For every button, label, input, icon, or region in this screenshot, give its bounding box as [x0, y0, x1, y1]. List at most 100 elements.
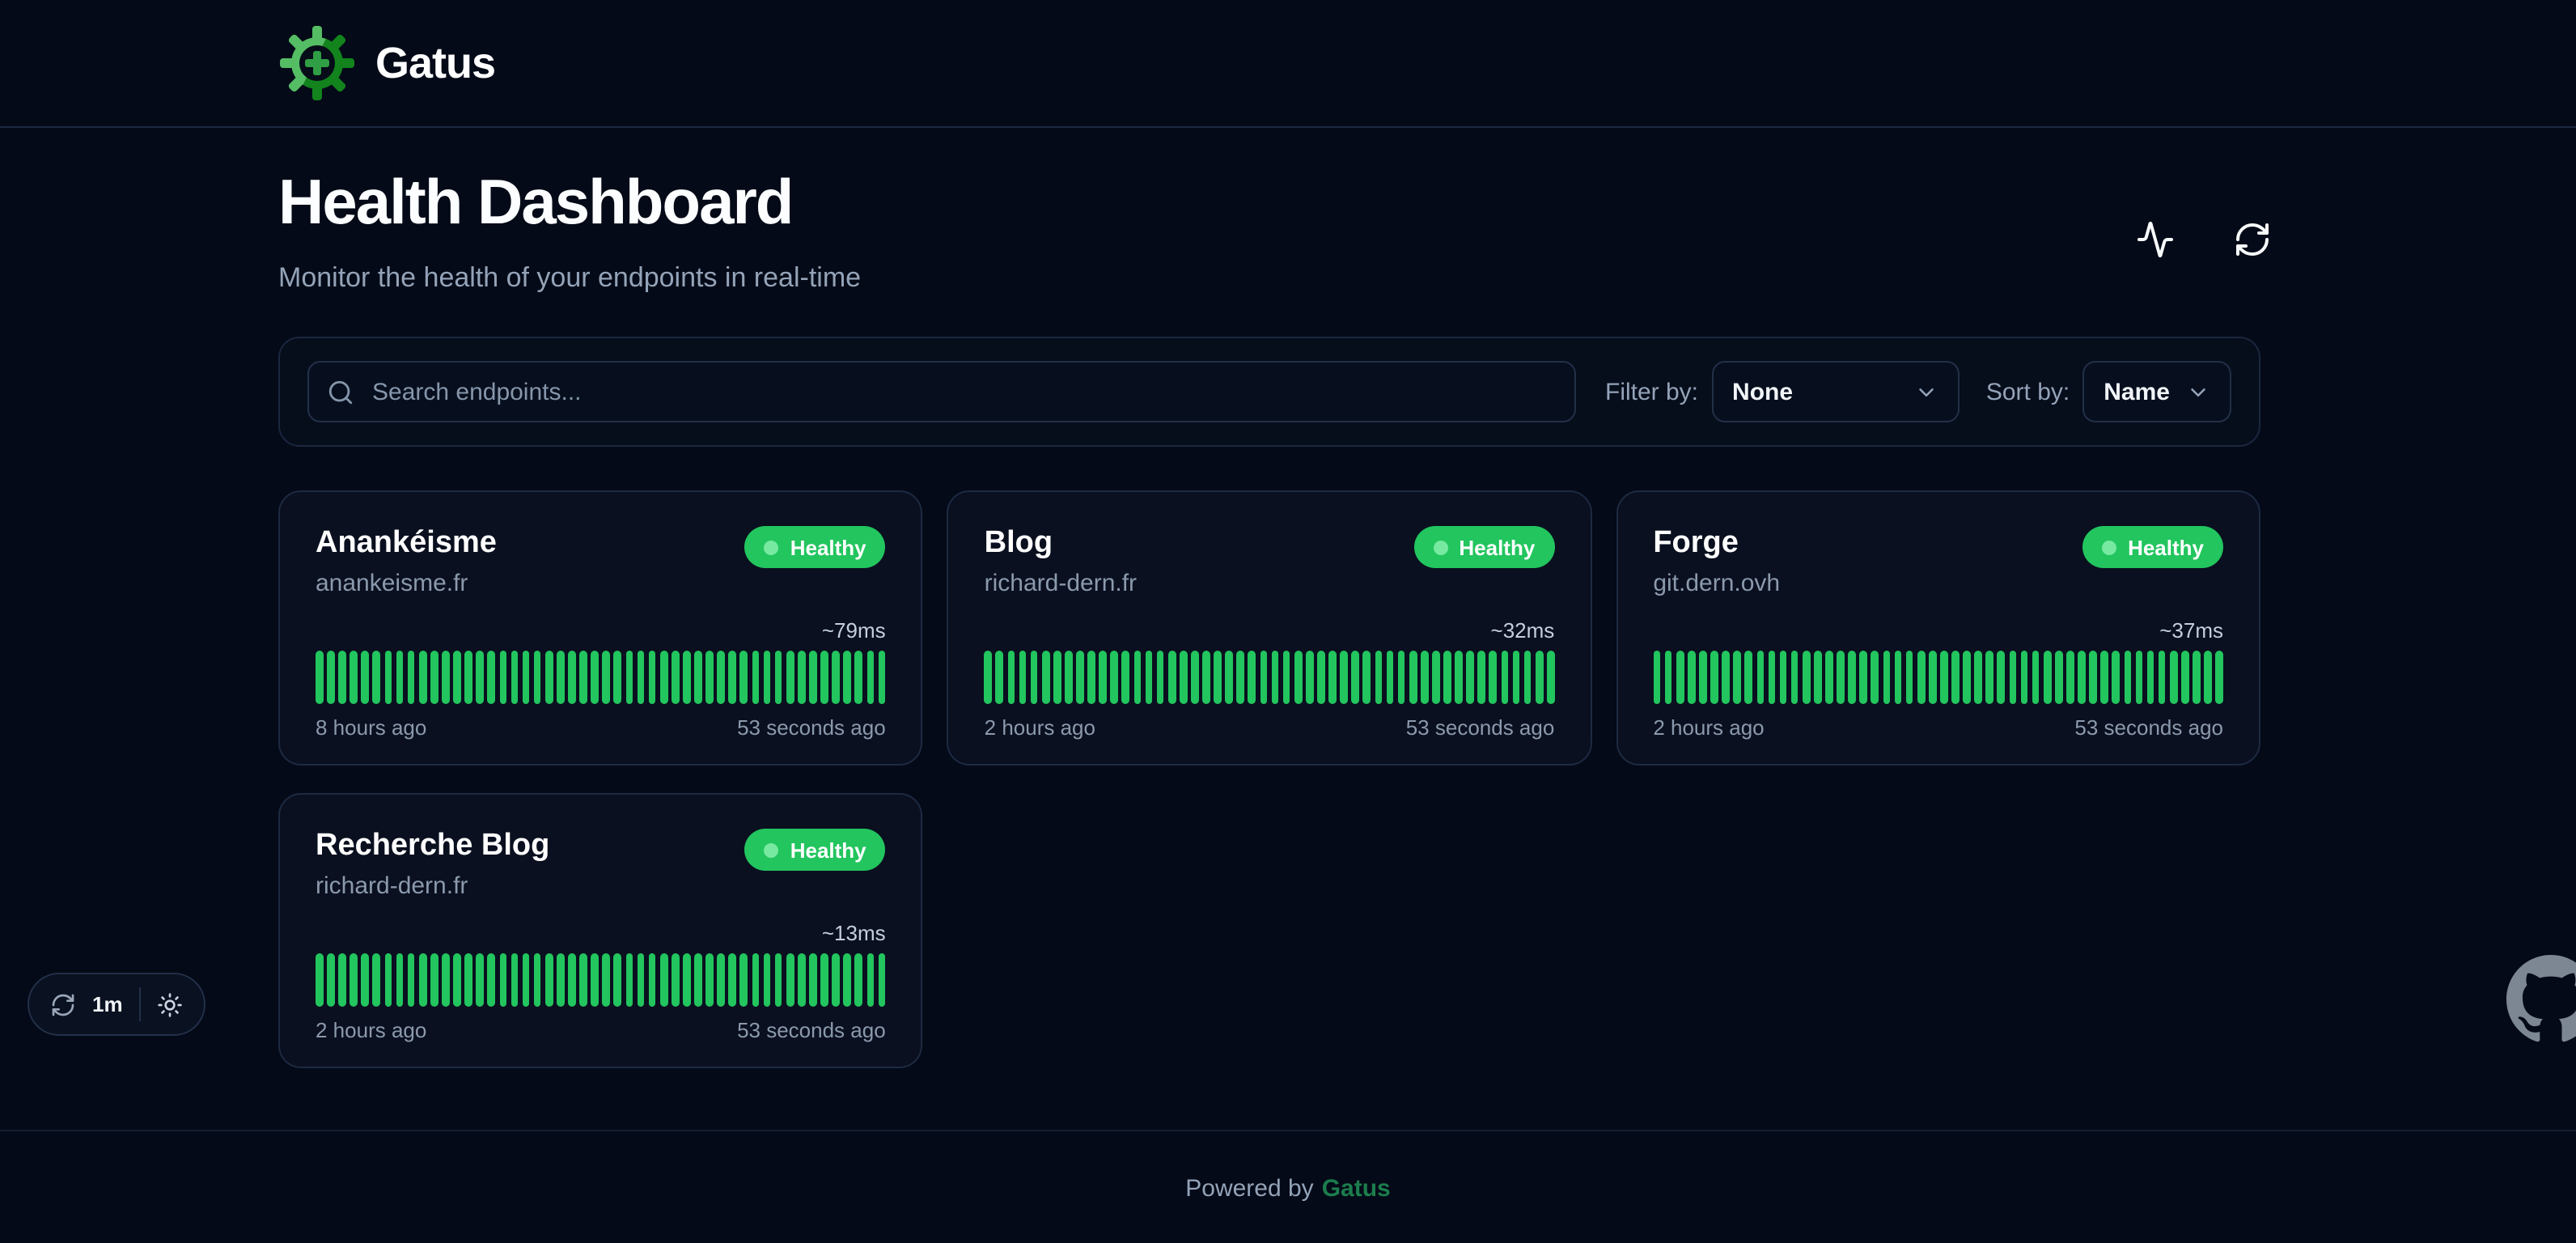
- uptime-bar[interactable]: [1963, 651, 1971, 704]
- uptime-bar[interactable]: [1294, 651, 1303, 704]
- uptime-bar[interactable]: [602, 953, 611, 1007]
- uptime-bar[interactable]: [2124, 651, 2132, 704]
- uptime-bar[interactable]: [1420, 651, 1429, 704]
- uptime-bar[interactable]: [2078, 651, 2086, 704]
- uptime-bar[interactable]: [591, 953, 599, 1007]
- uptime-bar[interactable]: [316, 651, 324, 704]
- uptime-bar[interactable]: [752, 953, 760, 1007]
- uptime-bar[interactable]: [464, 953, 472, 1007]
- uptime-bar[interactable]: [1523, 651, 1532, 704]
- uptime-bar[interactable]: [487, 651, 496, 704]
- uptime-bar[interactable]: [350, 651, 358, 704]
- uptime-bar[interactable]: [533, 953, 541, 1007]
- uptime-bar[interactable]: [774, 651, 782, 704]
- uptime-bar[interactable]: [854, 953, 863, 1007]
- brand[interactable]: Gatus: [278, 24, 496, 102]
- uptime-bar[interactable]: [625, 953, 633, 1007]
- endpoint-card[interactable]: Recherche Blog richard-dern.fr Healthy ~…: [278, 793, 923, 1068]
- endpoint-card[interactable]: Forge git.dern.ovh Healthy ~37ms 2 hours…: [1616, 490, 2260, 766]
- uptime-bar[interactable]: [1030, 651, 1038, 704]
- uptime-bar[interactable]: [1179, 651, 1188, 704]
- uptime-bar[interactable]: [613, 651, 622, 704]
- uptime-bar[interactable]: [1133, 651, 1142, 704]
- endpoint-card[interactable]: Blog richard-dern.fr Healthy ~32ms 2 hou…: [947, 490, 1592, 766]
- uptime-bar[interactable]: [705, 651, 714, 704]
- uptime-bar[interactable]: [407, 953, 415, 1007]
- uptime-bar[interactable]: [2043, 651, 2052, 704]
- search-input[interactable]: [369, 376, 1557, 407]
- uptime-bar[interactable]: [316, 953, 324, 1007]
- footer-gatus-link[interactable]: Gatus: [1321, 1174, 1391, 1202]
- uptime-bar[interactable]: [1271, 651, 1279, 704]
- uptime-bar[interactable]: [683, 953, 691, 1007]
- uptime-bar[interactable]: [1007, 651, 1015, 704]
- uptime-bar[interactable]: [372, 953, 381, 1007]
- uptime-bar[interactable]: [774, 953, 782, 1007]
- uptime-bar[interactable]: [1431, 651, 1440, 704]
- filter-dropdown[interactable]: None: [1711, 361, 1960, 422]
- uptime-bar[interactable]: [659, 651, 668, 704]
- uptime-bar[interactable]: [1121, 651, 1130, 704]
- uptime-bar[interactable]: [1940, 651, 1948, 704]
- uptime-bar[interactable]: [1676, 651, 1684, 704]
- uptime-bar[interactable]: [797, 651, 806, 704]
- uptime-bar[interactable]: [1664, 651, 1672, 704]
- uptime-bar[interactable]: [1340, 651, 1348, 704]
- uptime-bar[interactable]: [637, 651, 645, 704]
- uptime-bar[interactable]: [739, 651, 748, 704]
- uptime-bar[interactable]: [2158, 651, 2166, 704]
- uptime-bar[interactable]: [625, 651, 633, 704]
- uptime-bar[interactable]: [1535, 651, 1544, 704]
- uptime-bar[interactable]: [453, 651, 461, 704]
- uptime-bar[interactable]: [396, 953, 404, 1007]
- uptime-bar[interactable]: [1375, 651, 1383, 704]
- uptime-bar[interactable]: [1802, 651, 1811, 704]
- uptime-bar[interactable]: [361, 953, 370, 1007]
- uptime-bar[interactable]: [1455, 651, 1463, 704]
- uptime-bar[interactable]: [1974, 651, 1982, 704]
- uptime-bar[interactable]: [533, 651, 541, 704]
- uptime-bar[interactable]: [1214, 651, 1222, 704]
- uptime-bar[interactable]: [2135, 651, 2143, 704]
- uptime-bar[interactable]: [832, 651, 840, 704]
- uptime-bar[interactable]: [866, 953, 875, 1007]
- uptime-bar[interactable]: [1687, 651, 1696, 704]
- uptime-bar[interactable]: [511, 953, 519, 1007]
- uptime-bar[interactable]: [1225, 651, 1233, 704]
- uptime-bar[interactable]: [1779, 651, 1787, 704]
- uptime-bar[interactable]: [556, 651, 565, 704]
- uptime-bar[interactable]: [1248, 651, 1256, 704]
- uptime-bar[interactable]: [1305, 651, 1314, 704]
- uptime-bar[interactable]: [728, 953, 737, 1007]
- uptime-bar[interactable]: [396, 651, 404, 704]
- uptime-bar[interactable]: [464, 651, 472, 704]
- uptime-bar[interactable]: [1744, 651, 1753, 704]
- uptime-bar[interactable]: [1397, 651, 1405, 704]
- uptime-bar[interactable]: [1443, 651, 1451, 704]
- uptime-bar[interactable]: [579, 953, 587, 1007]
- uptime-bar[interactable]: [995, 651, 1004, 704]
- uptime-bar[interactable]: [2020, 651, 2028, 704]
- uptime-bar[interactable]: [1653, 651, 1661, 704]
- refresh-interval-button[interactable]: [50, 991, 76, 1017]
- uptime-bar[interactable]: [338, 953, 346, 1007]
- uptime-bar[interactable]: [739, 953, 748, 1007]
- uptime-bar[interactable]: [763, 953, 771, 1007]
- theme-toggle-button[interactable]: [157, 991, 183, 1017]
- uptime-bar[interactable]: [544, 953, 553, 1007]
- uptime-bar[interactable]: [602, 651, 611, 704]
- uptime-bar[interactable]: [1087, 651, 1095, 704]
- uptime-bar[interactable]: [430, 651, 439, 704]
- uptime-bar[interactable]: [637, 953, 645, 1007]
- uptime-bar[interactable]: [1859, 651, 1868, 704]
- uptime-bar[interactable]: [1466, 651, 1474, 704]
- uptime-bar[interactable]: [1282, 651, 1290, 704]
- uptime-bar[interactable]: [717, 651, 725, 704]
- uptime-bar[interactable]: [694, 651, 702, 704]
- uptime-bar[interactable]: [1546, 651, 1555, 704]
- uptime-bar[interactable]: [2112, 651, 2121, 704]
- uptime-bar[interactable]: [1076, 651, 1084, 704]
- uptime-bar[interactable]: [2009, 651, 2017, 704]
- uptime-bar[interactable]: [544, 651, 553, 704]
- uptime-bar[interactable]: [797, 953, 806, 1007]
